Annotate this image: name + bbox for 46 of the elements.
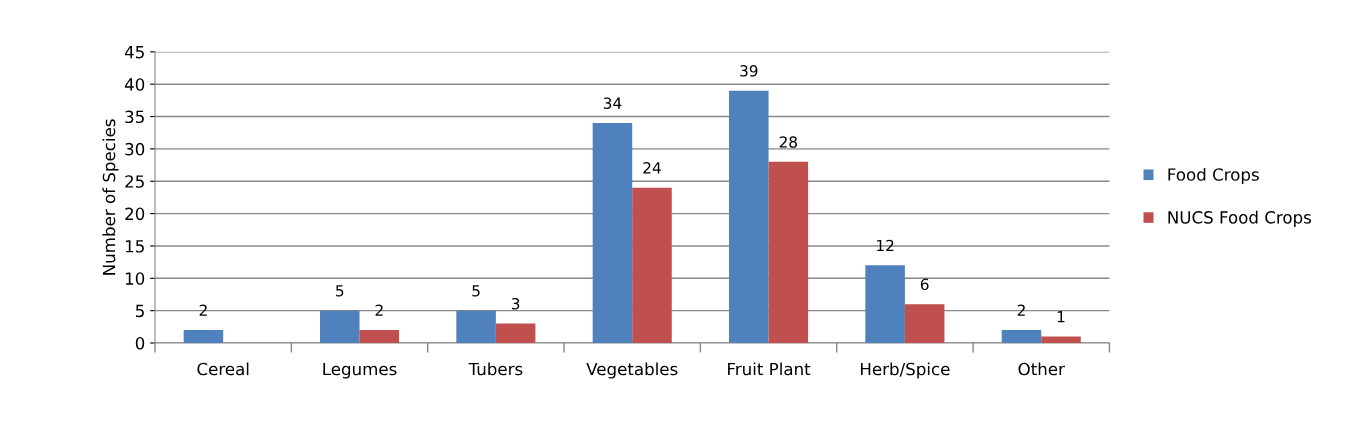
bar — [456, 310, 496, 344]
bar — [592, 123, 633, 344]
y-tick-label: 40 — [124, 78, 145, 91]
data-label: 2 — [1017, 304, 1025, 316]
y-tick-label: 45 — [124, 46, 144, 59]
bar — [495, 323, 536, 344]
x-tick-label: Fruit Plant — [728, 362, 811, 376]
y-tick-label: 30 — [125, 142, 145, 156]
data-label: 12 — [877, 239, 894, 252]
y-tick-label: 20 — [125, 207, 145, 221]
legend-label: Food Crops — [1168, 167, 1259, 185]
x-tick-label: Cereal — [197, 362, 249, 376]
x-tick-label: Legumes — [323, 362, 397, 379]
bar — [632, 187, 672, 344]
data-label: 39 — [740, 65, 758, 77]
bar — [904, 304, 945, 344]
x-tick-label: Vegetables — [586, 362, 678, 379]
data-label: 5 — [472, 285, 480, 297]
y-tick-label: 5 — [135, 304, 144, 318]
data-label: 2 — [375, 304, 383, 316]
x-tick-label: Tubers — [468, 362, 523, 376]
data-label: 34 — [603, 97, 622, 109]
bar — [1001, 330, 1042, 344]
bar — [865, 265, 905, 344]
y-tick-label: 35 — [125, 110, 144, 124]
data-label: 3 — [511, 297, 520, 310]
legend-label: NUCS Food Crops — [1168, 210, 1312, 227]
data-label: 6 — [920, 278, 929, 291]
x-tick-label: Herb/Spice — [861, 362, 950, 379]
bar — [729, 90, 769, 344]
bar — [359, 330, 400, 344]
y-tick-label: 15 — [125, 240, 144, 253]
data-label: 2 — [199, 304, 207, 316]
data-label: 5 — [336, 285, 344, 297]
data-label: 1 — [1057, 311, 1065, 323]
bar — [319, 310, 360, 344]
y-tick-label: 25 — [125, 175, 144, 188]
y-tick-label: 0 — [135, 336, 145, 350]
data-label: 24 — [643, 162, 661, 174]
data-label: 28 — [779, 136, 797, 148]
y-axis-title: Number of Species — [102, 119, 119, 275]
bar — [183, 330, 224, 344]
y-tick-label: 10 — [125, 272, 145, 285]
bar — [1041, 336, 1081, 344]
bar — [768, 161, 809, 344]
x-tick-label: Other — [1018, 362, 1065, 376]
